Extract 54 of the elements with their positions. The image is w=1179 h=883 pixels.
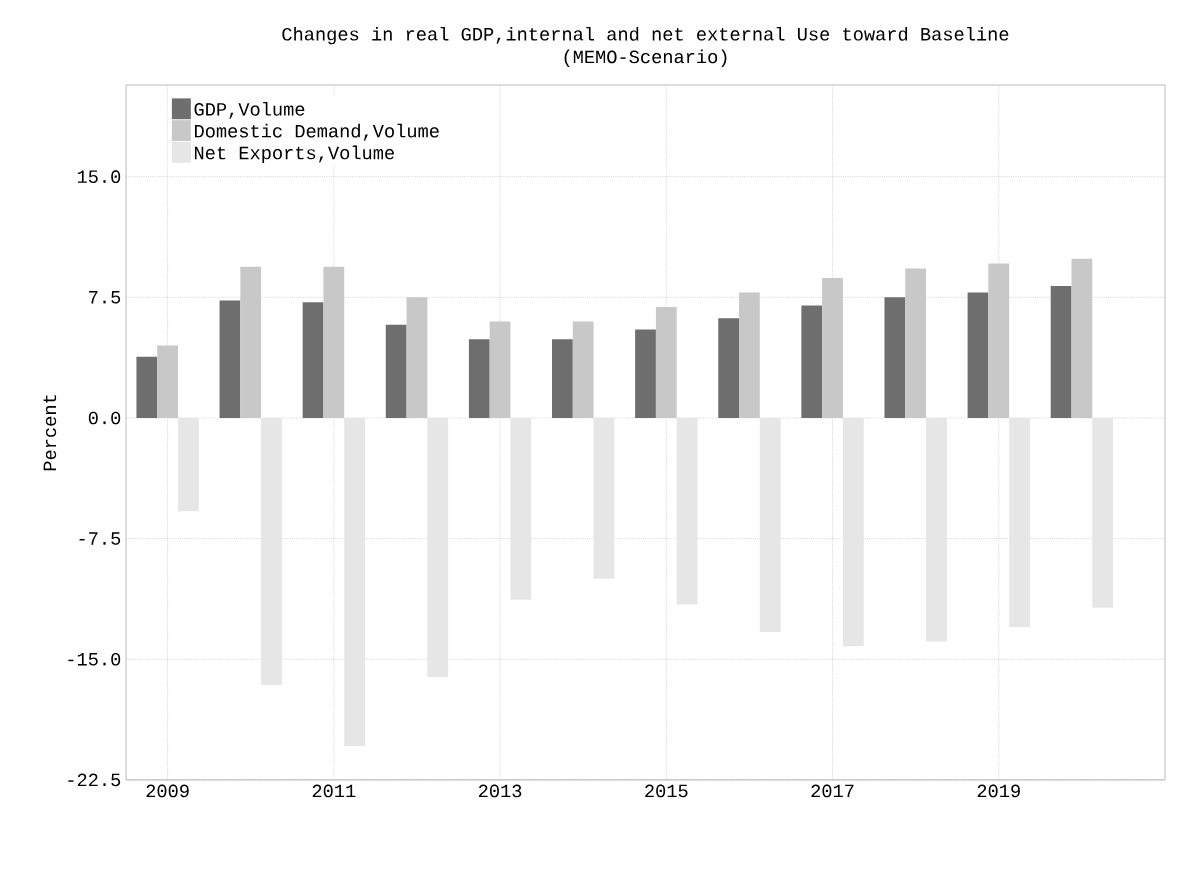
bar	[510, 418, 532, 600]
chart-subtitle: (MEMO-Scenario)	[564, 49, 727, 68]
bar	[739, 292, 760, 419]
bar	[552, 339, 573, 419]
y-tick-label: -7.5	[79, 532, 121, 545]
x-tick-label: 2011	[312, 784, 356, 798]
y-tick-label: 0.0	[88, 411, 121, 425]
bar	[344, 418, 365, 747]
x-tick-label: 2013	[478, 784, 522, 798]
bar	[759, 418, 781, 632]
bar	[884, 297, 906, 419]
legend-label: Domestic Demand,Volume	[194, 123, 439, 141]
bar	[967, 292, 989, 419]
bar	[676, 418, 698, 605]
bar	[157, 345, 178, 419]
bar	[635, 329, 656, 419]
bar	[385, 324, 407, 419]
bar	[468, 339, 490, 419]
bar	[489, 321, 511, 419]
y-tick-label: 7.5	[89, 291, 121, 304]
x-tick-label: 2017	[811, 784, 854, 798]
y-tick-label: -22.5	[68, 773, 121, 787]
bar	[406, 297, 428, 419]
x-tick-label: 2009	[146, 784, 189, 798]
bar	[1071, 258, 1093, 419]
y-axis-title: Percent	[43, 395, 57, 471]
bar	[302, 302, 324, 419]
bar	[905, 268, 927, 419]
bar	[842, 418, 864, 647]
bar	[1092, 418, 1114, 608]
bar	[427, 418, 449, 677]
chart-title: Changes in real GDP,internal and net external Use toward Baseline	[282, 26, 1009, 45]
bar	[593, 418, 615, 579]
bar	[988, 263, 1010, 419]
bar	[136, 356, 158, 419]
y-tick-label: -15.0	[68, 652, 121, 666]
bar	[801, 305, 823, 419]
bar	[1009, 418, 1030, 628]
x-tick-label: 2015	[645, 784, 688, 798]
bar	[323, 266, 345, 419]
bar	[822, 278, 843, 419]
bar	[177, 418, 199, 512]
legend-label: GDP,Volume	[194, 102, 305, 119]
legend-label: Net Exports,Volume	[194, 145, 394, 164]
x-tick-label: 2019	[977, 784, 1020, 798]
bar	[926, 418, 947, 642]
bar	[240, 266, 262, 419]
bar	[572, 321, 594, 419]
bar	[1050, 286, 1072, 419]
bar	[718, 318, 740, 419]
y-tick-label: 15.0	[77, 170, 121, 184]
bar	[219, 300, 241, 419]
bar	[655, 307, 677, 419]
bar	[261, 418, 282, 686]
